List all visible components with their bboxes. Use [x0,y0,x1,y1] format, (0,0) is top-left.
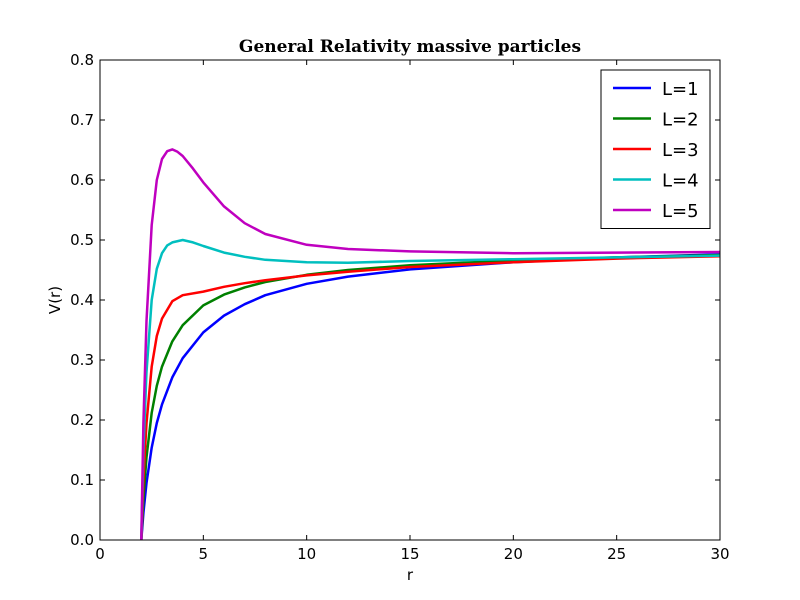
y-axis-label: V(r) [46,286,64,314]
y-tick-label: 0.2 [70,411,94,429]
y-tick-label: 0.0 [70,531,94,549]
legend: L=1 L=2 L=3 L=4 L=5 [600,69,711,229]
legend-label: L=3 [662,140,699,161]
x-tick-label: 10 [297,545,316,563]
y-tick-label: 0.5 [70,231,94,249]
series-line-L4 [140,238,720,540]
series-layer [140,148,720,540]
x-tick-label: 20 [504,545,523,563]
series-line-L3 [140,254,720,540]
legend-label: L=5 [662,201,699,222]
series-line-L2 [140,253,720,540]
x-tick-label: 30 [710,545,729,563]
plot-area-frame [99,59,721,541]
y-tick-label: 0.8 [70,51,94,69]
x-tick-label: 5 [199,545,209,563]
y-tick-label: 0.3 [70,351,94,369]
legend-label: L=4 [662,171,699,192]
y-tick-label: 0.7 [70,111,94,129]
y-tick-label: 0.6 [70,171,94,189]
legend-label: L=2 [662,110,699,131]
tick-labels: 0 5 10 15 20 25 30 0.0 0.1 0.2 0.3 0.4 0.5 0.6 0.7 0.8 [70,51,729,563]
x-axis-label: r [407,566,414,584]
legend-label: L=1 [662,79,699,100]
y-tick-label: 0.4 [70,291,94,309]
series-line-L5 [140,148,720,540]
y-tick-label: 0.1 [70,471,94,489]
series-line-L1 [140,253,720,540]
x-tick-label: 0 [95,545,105,563]
x-tick-label: 25 [607,545,626,563]
chart-title: General Relativity massive particles [239,37,581,57]
x-tick-label: 15 [400,545,419,563]
